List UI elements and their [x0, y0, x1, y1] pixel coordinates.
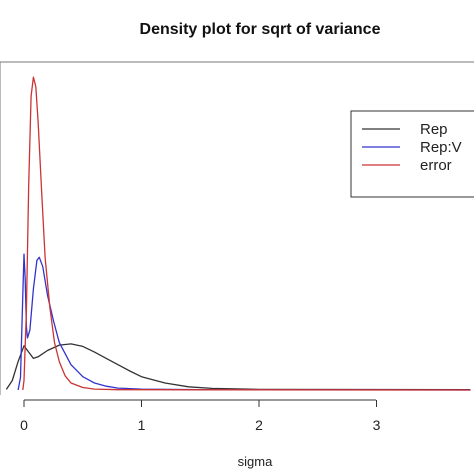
- x-tick-label: 3: [373, 417, 381, 433]
- chart-title: Density plot for sqrt of variance: [140, 21, 381, 38]
- x-tick-label: 2: [255, 417, 263, 433]
- legend-label: error: [420, 157, 452, 174]
- x-tick-label: 1: [138, 417, 146, 433]
- series-line-rep: [5, 343, 471, 391]
- legend-label: Rep: [420, 121, 448, 138]
- x-axis-ticks: 0 1 2 3: [20, 400, 381, 433]
- legend-box: [350, 110, 474, 198]
- series-layer: [5, 76, 471, 391]
- x-tick-label: 0: [20, 417, 28, 433]
- series-line-error: [22, 76, 471, 391]
- legend-label: Rep:V: [420, 139, 462, 156]
- x-axis-label: sigma: [238, 454, 273, 469]
- series-line-rep-v: [17, 253, 471, 391]
